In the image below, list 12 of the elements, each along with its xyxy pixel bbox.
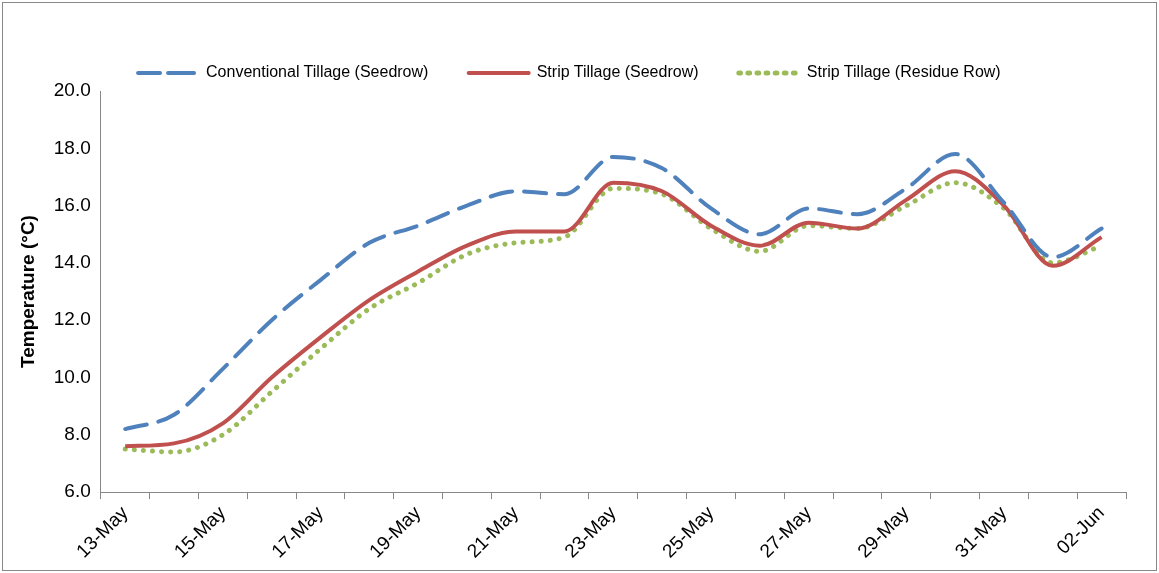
y-tick-label: 8.0 xyxy=(64,423,91,445)
y-tick-label: 12.0 xyxy=(53,308,91,330)
y-axis-title: Temperature (°C) xyxy=(16,215,38,369)
legend-label: Conventional Tillage (Seedrow) xyxy=(206,63,429,81)
legend-label: Strip Tillage (Residue Row) xyxy=(806,63,1001,81)
legend-label: Strip Tillage (Seedrow) xyxy=(536,63,699,81)
y-tick-label: 14.0 xyxy=(53,251,91,273)
y-tick-label: 18.0 xyxy=(53,136,91,158)
y-tick-label: 20.0 xyxy=(53,79,91,101)
y-tick-label: 10.0 xyxy=(53,365,91,387)
y-tick-label: 16.0 xyxy=(53,193,91,215)
y-tick-label: 6.0 xyxy=(64,480,91,502)
